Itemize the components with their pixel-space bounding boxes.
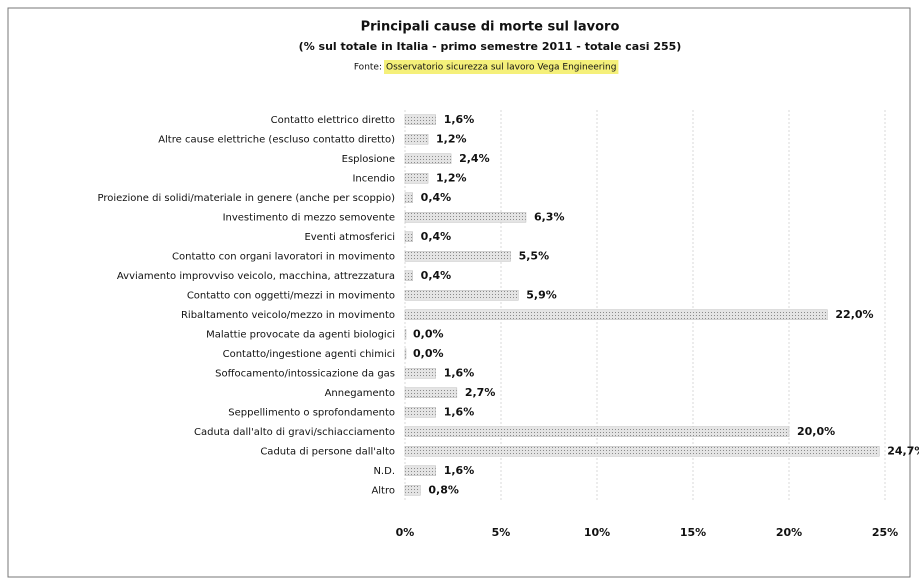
bar: [404, 329, 407, 340]
y-tick-label: Investimento di mezzo semovente: [223, 212, 395, 223]
value-label: 0,4%: [421, 269, 452, 282]
bar: [404, 368, 436, 379]
y-tick-label: Altro: [371, 485, 395, 496]
y-tick-label: Proiezione di solidi/materiale in genere…: [97, 193, 395, 204]
y-tick-label: Ribaltamento veicolo/mezzo in movimento: [181, 310, 395, 321]
value-label: 1,6%: [444, 405, 475, 418]
bar: [404, 465, 436, 476]
y-tick-label: Caduta di persone dall'alto: [260, 446, 395, 457]
y-tick-label: Malattie provocate da agenti biologici: [206, 329, 395, 340]
value-label: 20,0%: [797, 425, 835, 438]
bar: [404, 290, 519, 301]
chart-border: [7, 7, 911, 578]
bar: [404, 212, 527, 223]
x-tick-label: 15%: [680, 526, 706, 539]
source-label: Fonte:: [354, 63, 382, 73]
bar: [404, 309, 828, 320]
value-label: 0,0%: [413, 347, 444, 360]
bar: [404, 192, 413, 203]
value-label: 2,4%: [459, 152, 490, 165]
value-label: 0,0%: [413, 327, 444, 340]
value-label: 1,2%: [436, 171, 467, 184]
value-label: 1,6%: [444, 113, 475, 126]
x-tick-label: 5%: [492, 526, 511, 539]
bar: [404, 485, 421, 496]
value-label: 1,6%: [444, 464, 475, 477]
bar: [404, 153, 452, 164]
y-tick-label: N.D.: [373, 466, 395, 477]
value-label: 24,7%: [887, 444, 919, 457]
y-tick-label: Contatto elettrico diretto: [271, 115, 395, 126]
bar: [404, 173, 429, 184]
y-tick-label: Incendio: [352, 173, 395, 184]
source: Fonte: Osservatorio sicurezza sul lavoro…: [354, 60, 619, 74]
bar: [404, 134, 429, 145]
bar: [404, 387, 458, 398]
value-label: 2,7%: [465, 386, 496, 399]
value-label: 0,8%: [428, 483, 459, 496]
source-highlight: [384, 60, 619, 74]
bar: [404, 251, 511, 262]
value-label: 0,4%: [421, 191, 452, 204]
x-tick-label: 25%: [872, 526, 898, 539]
x-tick-label: 10%: [584, 526, 610, 539]
source-text: Osservatorio sicurezza sul lavoro Vega E…: [386, 63, 616, 73]
value-label: 6,3%: [534, 210, 565, 223]
value-label: 22,0%: [835, 308, 873, 321]
y-tick-label: Eventi atmosferici: [304, 232, 395, 243]
bar: [404, 348, 407, 359]
y-tick-label: Contatto con oggetti/mezzi in movimento: [187, 290, 395, 301]
value-label: 0,4%: [421, 230, 452, 243]
y-tick-label: Esplosione: [342, 154, 395, 165]
value-label: 5,5%: [519, 249, 550, 262]
y-tick-label: Caduta dall'alto di gravi/schiacciamento: [194, 427, 395, 438]
bar: [404, 114, 436, 125]
bar: [404, 426, 790, 437]
y-tick-label: Soffocamento/intossicazione da gas: [215, 368, 395, 379]
x-tick-label: 20%: [776, 526, 802, 539]
bar: [404, 407, 436, 418]
chart-title: Principali cause di morte sul lavoro: [361, 20, 620, 35]
y-tick-label: Contatto/ingestione agenti chimici: [223, 349, 395, 360]
value-label: 5,9%: [526, 288, 557, 301]
bar: [404, 231, 413, 242]
bar: [404, 270, 413, 281]
chart-subtitle: (% sul totale in Italia - primo semestre…: [299, 40, 682, 53]
y-tick-label: Altre cause elettriche (escluso contatto…: [158, 134, 395, 145]
x-tick-label: 0%: [396, 526, 415, 539]
value-label: 1,2%: [436, 132, 467, 145]
y-tick-label: Annegamento: [325, 388, 395, 399]
y-tick-label: Seppellimento o sprofondamento: [228, 407, 395, 418]
bar: [404, 446, 880, 457]
y-tick-label: Contatto con organi lavoratori in movime…: [172, 251, 395, 262]
y-tick-label: Avviamento improvviso veicolo, macchina,…: [117, 271, 395, 282]
value-label: 1,6%: [444, 366, 475, 379]
